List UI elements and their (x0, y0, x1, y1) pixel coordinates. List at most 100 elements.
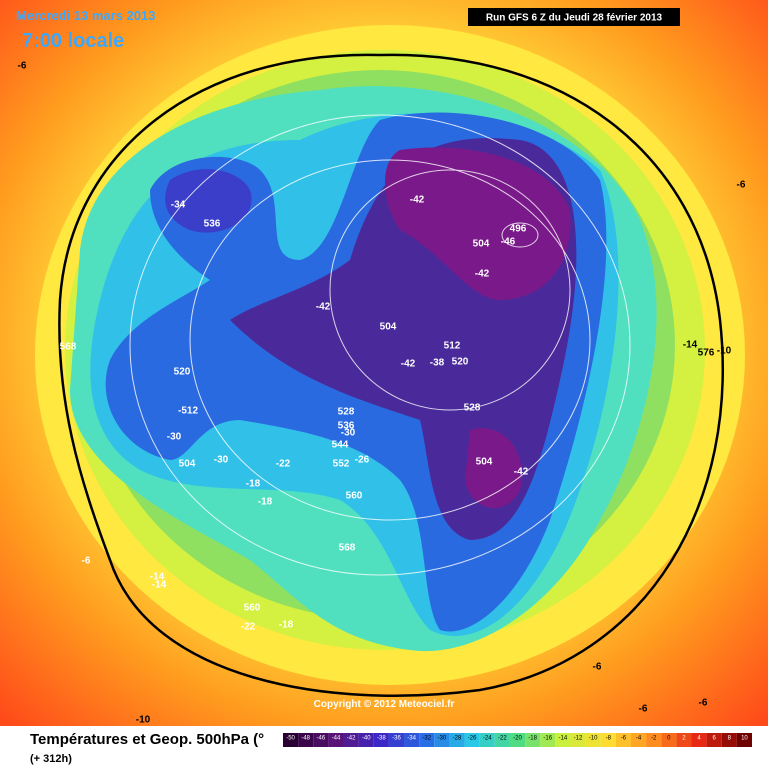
colorbar-cell (358, 733, 374, 747)
colorbar-label: -12 (574, 736, 583, 742)
colorbar-label: -34 (407, 736, 416, 742)
contour-label: -18 (258, 497, 273, 508)
contour-label: -14 (152, 580, 167, 591)
contour-label: -42 (475, 269, 490, 280)
contour-label: -18 (279, 620, 294, 631)
colorbar-label: -50 (286, 736, 295, 742)
colorbar-cell (585, 733, 601, 747)
contour-label: -42 (316, 302, 331, 313)
colorbar-cell (464, 733, 480, 747)
colorbar-label: 2 (682, 736, 686, 742)
colorbar-cell (615, 733, 631, 747)
colorbar-cell (676, 733, 692, 747)
contour-label: -6 (18, 61, 27, 72)
contour-label: 504 (179, 459, 196, 470)
colorbar-cell (661, 733, 677, 747)
colorbar-label: -16 (543, 736, 552, 742)
run-info: Run GFS 6 Z du Jeudi 28 février 2013 (486, 13, 663, 24)
colorbar-cell (706, 733, 722, 747)
temperature-field (35, 25, 745, 685)
time: 7:00 locale (22, 30, 124, 52)
colorbar-cell (646, 733, 662, 747)
colorbar-label: -28 (453, 736, 462, 742)
colorbar-cell (313, 733, 329, 747)
isoline-bold (58, 53, 724, 697)
colorbar-label: 0 (667, 736, 671, 742)
contour-label: -18 (246, 479, 261, 490)
contour-label: -6 (639, 704, 648, 715)
colorbar-cell (434, 733, 450, 747)
contour-label: 520 (452, 357, 469, 368)
date: Mercredi 13 mars 2013 (16, 8, 155, 23)
colorbar-label: -24 (483, 736, 492, 742)
contour-label: 568 (339, 543, 356, 554)
contour-label: -38 (430, 358, 445, 369)
contour-label: 512 (444, 341, 461, 352)
run-box (468, 8, 680, 26)
colorbar-label: -18 (528, 736, 537, 742)
colorbar-label: -30 (438, 736, 447, 742)
contour-label: -34 (171, 200, 186, 211)
colorbar-cell (283, 733, 299, 747)
colorbar-cell (600, 733, 616, 747)
colorbar-label: -2 (651, 736, 657, 742)
contour-label: 560 (346, 491, 363, 502)
contour-label: 536 (204, 219, 221, 230)
colorbar-label: 6 (713, 736, 717, 742)
contour-label: 576 (698, 348, 715, 359)
colorbar-label: -26 (468, 736, 477, 742)
colorbar-cell (736, 733, 752, 747)
contour-label: -42 (514, 467, 529, 478)
colorbar-label: -22 (498, 736, 507, 742)
colorbar-cell (449, 733, 465, 747)
contour-label: 520 (174, 367, 191, 378)
contour-label: -10 (717, 346, 732, 357)
contour-label: -46 (501, 237, 516, 248)
contour-label: -22 (241, 622, 256, 633)
contour-label: -14 (683, 340, 698, 351)
contour-label: -14 (150, 572, 165, 583)
colorbar-label: 8 (728, 736, 732, 742)
colorbar-label: -48 (301, 736, 310, 742)
colorbar-label: -32 (422, 736, 431, 742)
colorbar-cell (509, 733, 526, 747)
colorbar-cell (479, 733, 495, 747)
colorbar-label: -4 (636, 736, 642, 742)
contour-label: -6 (737, 180, 746, 191)
colorbar-label: 4 (697, 736, 701, 742)
contour-label: 504 (473, 239, 490, 250)
colorbar-cell (494, 733, 510, 747)
contour-label: 544 (332, 440, 349, 451)
contour-label: 504 (380, 322, 397, 333)
colorbar-cell (555, 733, 571, 747)
contour-label: 504 (476, 457, 493, 468)
colorbar-label: 10 (741, 736, 748, 742)
contour-label: 528 (338, 407, 355, 418)
contour-label: 536 (338, 421, 355, 432)
contour-label: -22 (276, 459, 291, 470)
colorbar-cell (388, 733, 405, 747)
footer-lead: (+ 312h) (30, 753, 72, 765)
colorbar-label: -6 (621, 736, 627, 742)
contour-label: 552 (333, 459, 350, 470)
contour-label: -6 (593, 662, 602, 673)
contour-label: 496 (510, 224, 527, 235)
contour-label: -26 (355, 455, 370, 466)
contour-label: 528 (464, 403, 481, 414)
colorbar-cell (328, 733, 344, 747)
contour-label: -30 (214, 455, 229, 466)
colorbar-label: -44 (332, 736, 341, 742)
colorbar-label: -36 (392, 736, 401, 742)
colorbar-cell (404, 733, 420, 747)
colorbar-cell (298, 733, 314, 747)
colorbar-cell (525, 733, 541, 747)
colorbar-cell (691, 733, 707, 747)
colorbar-label: -8 (606, 736, 612, 742)
colorbar-label: -14 (559, 736, 568, 742)
contour-label: -512 (178, 406, 198, 417)
colorbar-cell (570, 733, 586, 747)
contour-label: 568 (60, 342, 77, 353)
colorbar-cell (721, 733, 737, 747)
colorbar-label: -42 (347, 736, 356, 742)
